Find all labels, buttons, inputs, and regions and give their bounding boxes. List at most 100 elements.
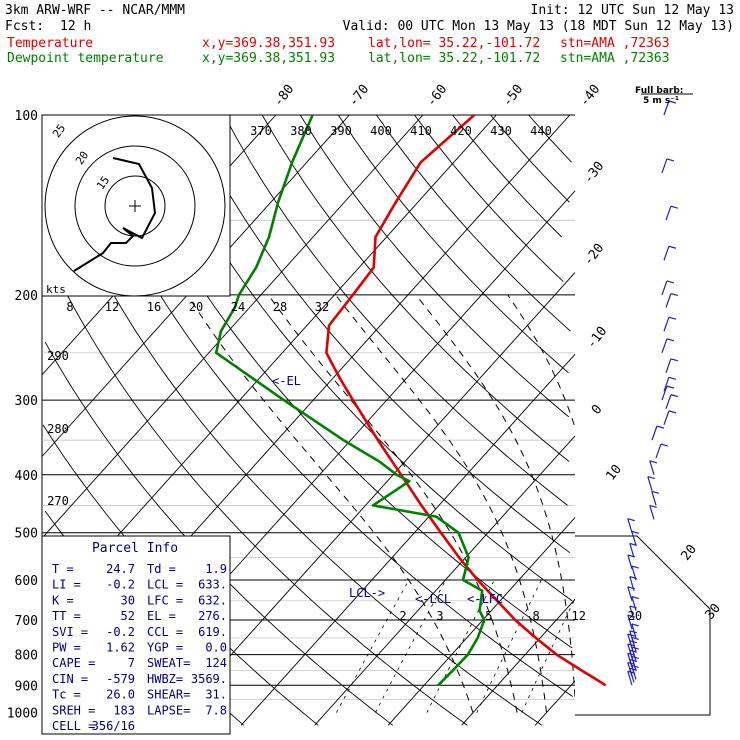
mixing-ratio-label-12: 12 (572, 609, 586, 623)
parcel-row-value: 632. (198, 593, 227, 607)
pressure-label-400: 400 (15, 469, 38, 484)
mixing-ratio-label-5: 5 (485, 609, 492, 623)
wind-barb (649, 505, 655, 520)
wind-barb-flag (631, 636, 639, 640)
wind-barb-flag (668, 100, 677, 104)
parcel-row-label: Td = (147, 562, 176, 576)
wind-barb (663, 100, 670, 116)
hodograph-ring (104, 175, 166, 237)
theta-label-370: 370 (250, 124, 272, 138)
isotherm (534, 680, 576, 726)
parcel-row-label: TT = (52, 609, 81, 623)
pressure-label-100: 100 (15, 109, 38, 124)
wind-barb (631, 531, 637, 546)
parcel-row-label: SHEAR= (147, 688, 190, 702)
isotherm-label--10: -10 (584, 324, 610, 352)
hodograph-speed-label-16: 16 (147, 300, 161, 314)
dry-adiabat (71, 114, 573, 697)
theta-left-label-270: 270 (47, 494, 69, 508)
wind-barb-flag (651, 490, 659, 494)
isotherm-label--30: -30 (581, 159, 607, 187)
dry-adiabat (376, 114, 571, 332)
parcel-annotation: <-LCL (415, 592, 451, 606)
parcel-row-value: -0.2 (106, 578, 135, 592)
hodograph-ring-label-20: 20 (73, 149, 91, 167)
parcel-row-value: 356/16 (92, 719, 135, 733)
dry-adiabat (299, 114, 570, 418)
isotherm-label--60: -60 (424, 82, 450, 110)
wind-barb (665, 206, 672, 221)
parcel-row-label: SREH = (52, 703, 95, 717)
parcel-info-title: Parcel Info (92, 541, 178, 556)
wind-barb-flag (666, 280, 675, 284)
legend-temperature-station: stn=AMA ,72363 (560, 36, 670, 51)
theta-label-420: 420 (450, 124, 472, 138)
wind-barb-flag (631, 596, 639, 600)
temperature-line (325, 114, 607, 687)
wind-barb-flag (631, 530, 639, 534)
wind-barb-flag (670, 205, 679, 209)
wind-barb-flag (666, 385, 675, 389)
legend-dewpoint-station: stn=AMA ,72363 (560, 51, 670, 66)
wind-barb-flag (631, 565, 639, 569)
dry-adiabat (49, 162, 543, 726)
wind-barb-flag (666, 158, 675, 162)
hodograph-speed-label-32: 32 (315, 300, 329, 314)
parcel-row-label: LCL = (147, 578, 183, 592)
dry-adiabat (261, 114, 570, 462)
wind-barb (663, 316, 670, 332)
pressure-label-500: 500 (15, 527, 38, 542)
isotherm (314, 435, 576, 726)
hodograph-speed-label-8: 8 (66, 300, 73, 314)
mixing-ratio-line (336, 579, 410, 713)
dewpoint-line (214, 114, 486, 687)
parcel-row-label: YGP = (147, 641, 183, 655)
legend-dewpoint: Dewpoint temperature (7, 51, 164, 66)
mixing-ratio-line (476, 579, 542, 713)
wind-barb (663, 410, 670, 426)
parcel-row-value: 124 (205, 656, 227, 670)
parcel-annotation: <-EL (272, 374, 301, 388)
theta-label-380: 380 (290, 124, 312, 138)
hodograph-ring (44, 115, 226, 297)
isotherm-label-0: 0 (589, 402, 606, 417)
wind-barb (647, 476, 653, 491)
parcel-row-label: T = (52, 562, 74, 576)
parcel-row-value: 1.9 (205, 562, 227, 576)
legend-temperature: Temperature (7, 36, 94, 51)
pressure-label-200: 200 (15, 289, 38, 304)
wind-barb (627, 671, 633, 686)
hodograph-ring-label-15: 15 (94, 174, 112, 192)
wind-barb (663, 377, 670, 392)
wind-barb (631, 623, 637, 639)
pressure-label-900: 900 (15, 679, 38, 694)
wind-barb (627, 518, 633, 533)
isotherm (41, 114, 424, 539)
legend-temperature-latlon: lat,lon= 35.22,-101.72 (368, 36, 541, 51)
full-barb-label: Full barb: (635, 86, 683, 96)
wind-barb-flag (668, 316, 677, 320)
wind-barb-flag (647, 475, 655, 480)
hodograph-units: kts (46, 283, 66, 296)
parcel-row-label: Tc = (52, 688, 81, 702)
wind-barb (661, 385, 668, 401)
wind-barb (661, 158, 668, 174)
wind-barb (665, 293, 672, 308)
wind-barb-flag (670, 394, 679, 398)
legend-dewpoint-latlon: lat,lon= 35.22,-101.72 (368, 51, 541, 66)
moist-adiabat (415, 294, 576, 697)
wind-barb-flag (668, 410, 677, 414)
wind-barb-flag (649, 504, 657, 508)
theta-label-440: 440 (530, 124, 552, 138)
wind-barb (631, 565, 637, 581)
isotherm (167, 272, 576, 726)
parcel-row-value: 3569. (191, 672, 227, 686)
pressure-label-300: 300 (15, 394, 38, 409)
parcel-row-label: CAPE = (52, 656, 95, 670)
isotherm-label--80: -80 (271, 82, 297, 110)
parcel-row-label: EL = (147, 609, 176, 623)
parcel-row-label: CIN = (52, 672, 88, 686)
wind-barb (631, 596, 637, 611)
pressure-label-800: 800 (15, 649, 38, 664)
